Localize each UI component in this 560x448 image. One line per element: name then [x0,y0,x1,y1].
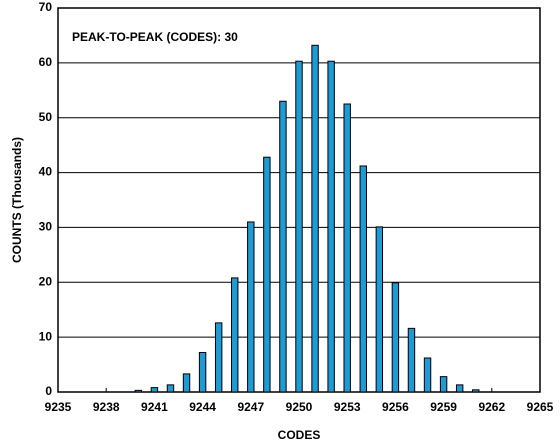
y-tick-label: 0 [45,384,52,398]
x-tick-label: 9244 [189,400,216,414]
x-axis-title: CODES [278,428,321,442]
y-tick-label: 60 [39,55,53,69]
x-tick-label: 9253 [334,400,361,414]
y-tick-label: 20 [39,274,53,288]
x-tick-label: 9256 [382,400,409,414]
y-tick-label: 40 [39,165,53,179]
x-tick-label: 9247 [237,400,264,414]
x-tick-label: 9250 [286,400,313,414]
bar [231,277,239,393]
bar [423,357,432,393]
x-tick-label: 9238 [93,400,120,414]
y-tick-label: 30 [39,220,53,234]
bar [455,384,464,393]
y-tick-label: 50 [39,110,53,124]
x-tick-label: 9241 [141,400,168,414]
bar [359,165,367,393]
bar [311,44,319,393]
x-tick-label: 9265 [527,400,554,414]
y-tick-label: 70 [39,0,53,14]
bar [343,103,351,393]
bar [472,389,480,393]
x-tick-label: 9235 [45,400,72,414]
bar [327,60,335,393]
bar [263,156,271,393]
bar [391,282,400,393]
bar [439,376,448,393]
bar [150,387,159,393]
bar [166,384,175,393]
annotation: PEAK-TO-PEAK (CODES): 30 [72,30,238,44]
bar [134,389,143,393]
bar [214,322,223,393]
bar [375,226,384,393]
bar [295,60,303,393]
bar [407,327,416,393]
y-tick-label: 10 [39,329,53,343]
bar [182,373,191,393]
x-tick-label: 9262 [478,400,505,414]
bar [198,352,207,393]
x-tick-label: 9259 [430,400,457,414]
y-axis-title: COUNTS (Thousands) [10,137,24,263]
bar [247,221,255,393]
bar [279,100,287,393]
